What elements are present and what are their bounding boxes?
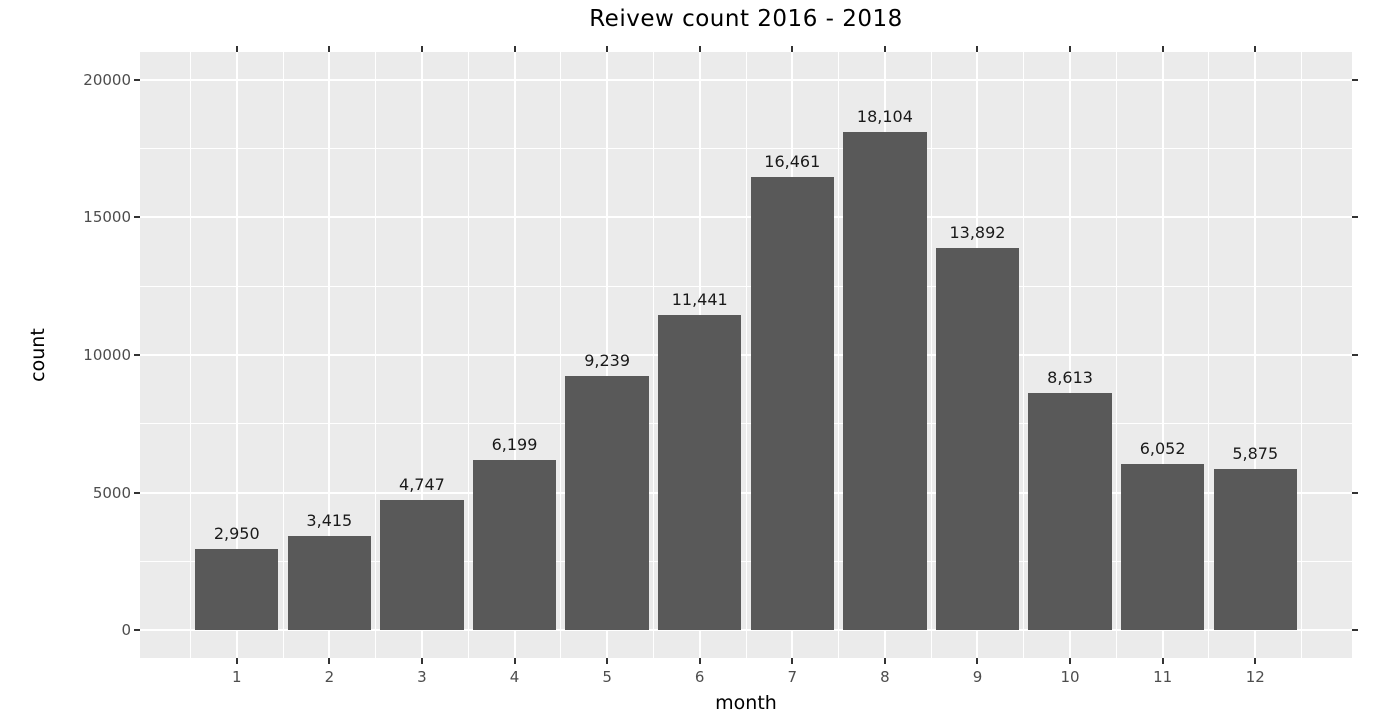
bar — [472, 459, 557, 631]
x-axis-tick-mark — [1069, 658, 1072, 664]
x-axis-tick-mark — [1254, 658, 1257, 664]
x-axis-top-tick-mark — [235, 46, 238, 52]
y-axis-title: count — [27, 328, 49, 382]
plot-panel: 2,950 3,415 4,747 6,199 9,239 11,441 16,461 18,… — [140, 52, 1352, 658]
x-axis-tick-mark — [420, 658, 423, 664]
y-axis-right-tick-mark — [1352, 629, 1358, 632]
x-axis-top-tick-mark — [791, 46, 794, 52]
x-tick-label: 1 — [231, 668, 242, 686]
x-axis-top-tick-mark — [420, 46, 423, 52]
bar-value-label: 5,875 — [1232, 443, 1279, 463]
major-gridline-vertical — [328, 52, 331, 658]
bar-value-label: 13,892 — [949, 222, 1006, 242]
major-gridline-horizontal — [140, 216, 1352, 219]
x-axis-top-tick-mark — [698, 46, 701, 52]
bar-value-label: 18,104 — [856, 106, 913, 126]
x-tick-label: 5 — [602, 668, 612, 686]
y-axis-right-tick-mark — [1352, 78, 1358, 81]
bar — [1028, 393, 1112, 631]
bar-value-label: 9,239 — [584, 350, 630, 370]
bar-value-label: 8,613 — [1047, 368, 1093, 388]
x-tick-label: 11 — [1153, 668, 1173, 686]
bar — [935, 247, 1020, 631]
y-tick-label: 10000 — [83, 346, 131, 364]
x-tick-label: 12 — [1245, 668, 1265, 686]
y-axis-right-tick-mark — [1352, 354, 1358, 356]
y-tick-label: 0 — [121, 621, 131, 640]
x-axis-top-tick-mark — [1161, 46, 1164, 52]
x-tick-label: 7 — [787, 668, 798, 686]
x-axis-tick-mark — [235, 658, 238, 664]
y-tick-label: 5000 — [92, 483, 131, 502]
y-axis-right-tick-mark — [1352, 216, 1358, 219]
major-gridline-horizontal — [140, 629, 1352, 632]
bar — [380, 499, 464, 631]
x-axis-top-tick-mark — [606, 46, 609, 52]
bar — [565, 375, 649, 631]
bar-value-label: 11,441 — [671, 290, 728, 310]
bar-value-label: 16,461 — [764, 152, 821, 172]
bar-value-label: 3,415 — [306, 511, 353, 531]
x-axis-tick-mark — [328, 658, 331, 664]
x-axis-top-tick-mark — [328, 46, 331, 52]
y-tick-label: 20000 — [83, 70, 131, 89]
x-axis-top-tick-mark — [976, 46, 979, 52]
x-axis-top-tick-mark — [1254, 46, 1257, 52]
x-tick-label: 9 — [972, 668, 983, 686]
bar-value-label: 2,950 — [213, 524, 260, 544]
major-gridline-vertical — [235, 52, 238, 658]
bar — [1120, 463, 1205, 631]
x-tick-label: 10 — [1060, 668, 1080, 686]
y-axis-right-tick-mark — [1352, 491, 1358, 494]
y-axis-tick-mark — [134, 354, 140, 356]
bar — [750, 177, 834, 631]
bar — [287, 536, 371, 631]
major-gridline-vertical — [1161, 52, 1164, 658]
x-tick-label: 6 — [694, 668, 705, 686]
y-axis-tick-mark — [134, 216, 140, 219]
bar-value-label: 6,052 — [1139, 438, 1186, 458]
major-gridline-vertical — [1069, 52, 1072, 658]
major-gridline-horizontal — [140, 78, 1352, 81]
major-gridline-vertical — [420, 52, 423, 658]
x-axis-tick-mark — [606, 658, 609, 664]
x-axis-tick-mark — [1161, 658, 1164, 664]
x-axis-top-tick-mark — [1069, 46, 1072, 52]
y-axis-tick-mark — [134, 78, 140, 81]
x-axis-top-tick-mark — [883, 46, 886, 52]
x-axis-tick-mark — [791, 658, 794, 664]
y-axis-tick-mark — [134, 491, 140, 494]
bar — [843, 131, 927, 631]
x-axis-top-tick-mark — [513, 46, 516, 52]
major-gridline-horizontal — [140, 491, 1352, 494]
major-gridline-vertical — [513, 52, 516, 658]
bar-value-label: 6,199 — [491, 434, 538, 454]
x-axis-tick-mark — [698, 658, 701, 664]
x-axis-tick-mark — [883, 658, 886, 664]
x-tick-label: 2 — [324, 668, 335, 686]
bar — [1213, 468, 1297, 631]
chart-title: Reivew count 2016 - 2018 — [589, 6, 903, 32]
x-tick-label: 8 — [880, 668, 890, 686]
major-gridline-horizontal — [140, 354, 1352, 356]
major-gridline-vertical — [1254, 52, 1257, 658]
x-axis-tick-mark — [976, 658, 979, 664]
bar — [195, 549, 279, 631]
y-tick-label: 15000 — [83, 208, 131, 227]
major-gridline-vertical — [606, 52, 609, 658]
x-axis-tick-mark — [513, 658, 516, 664]
y-axis-tick-mark — [134, 629, 140, 632]
x-tick-label: 4 — [509, 668, 520, 686]
x-axis-title: month — [715, 692, 777, 714]
bar — [658, 315, 742, 631]
x-tick-label: 3 — [417, 668, 427, 686]
bar-value-label: 4,747 — [399, 474, 445, 494]
